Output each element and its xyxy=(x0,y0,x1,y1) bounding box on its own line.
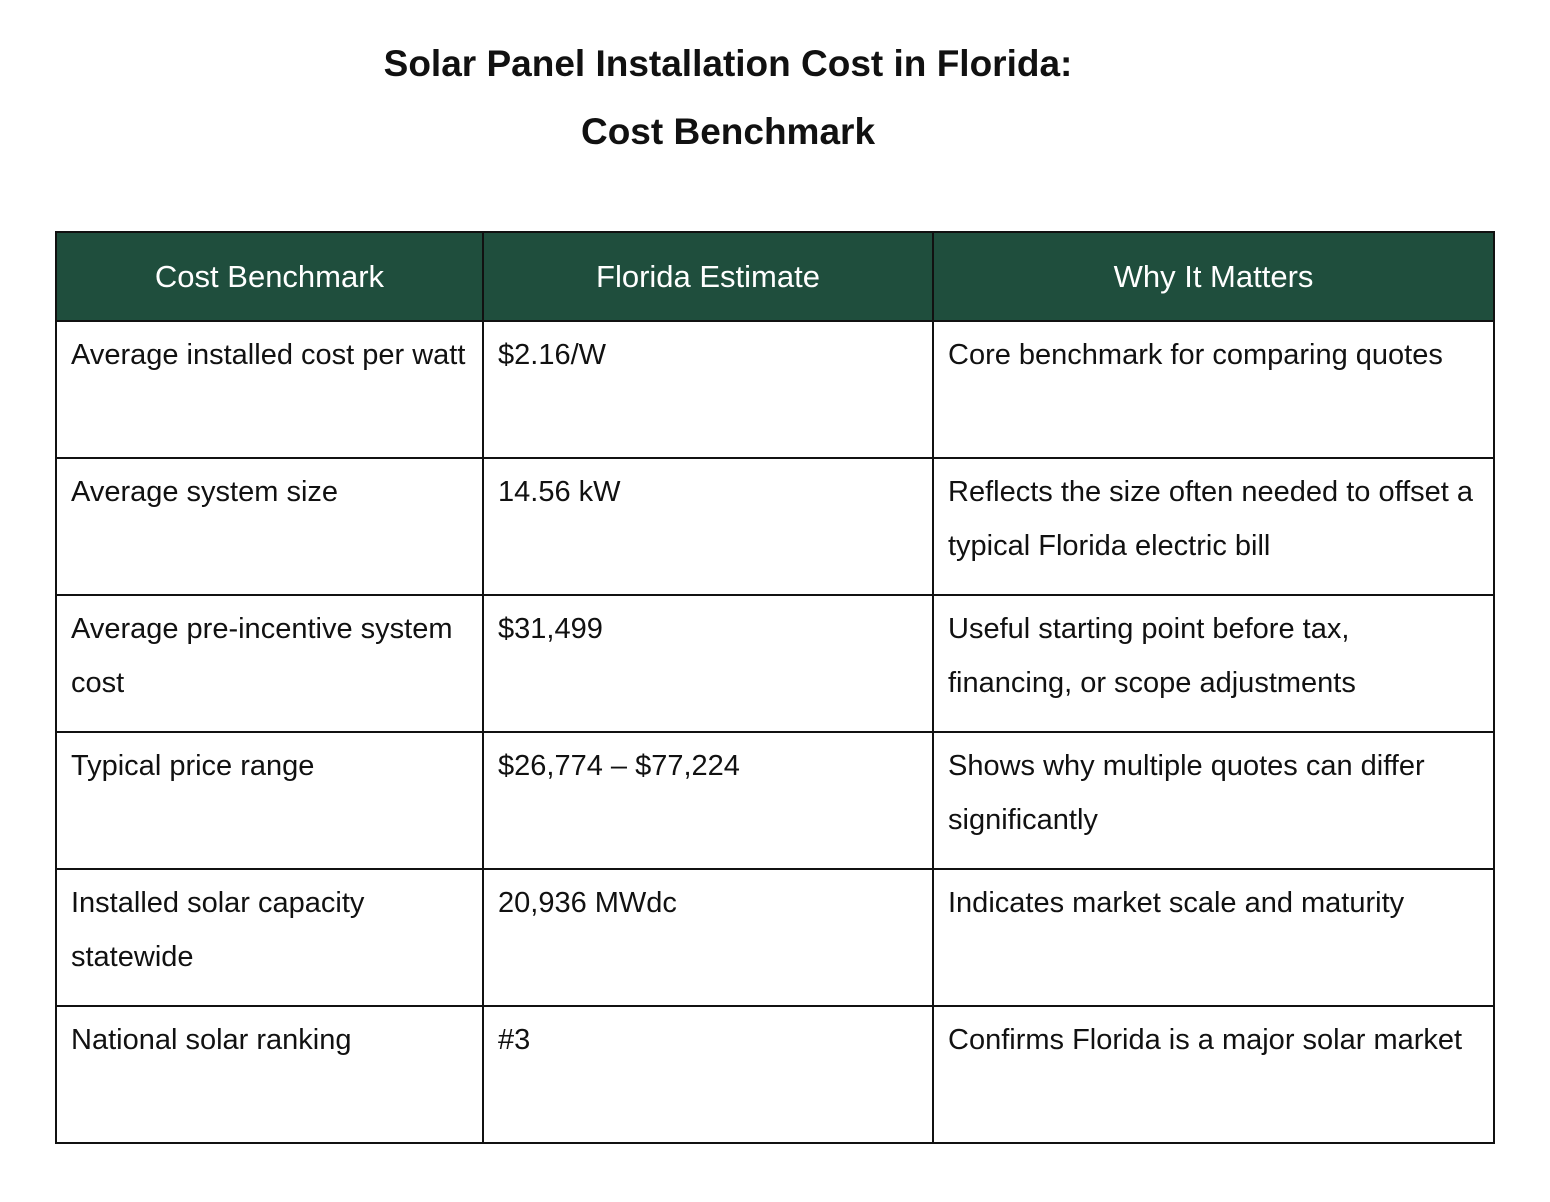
header-why-it-matters: Why It Matters xyxy=(932,231,1495,322)
why-cell: Indicates market scale and maturity xyxy=(932,868,1495,1007)
table-row: Average pre-incentive system cost $31,49… xyxy=(55,594,1495,733)
estimate-cell: $26,774 – $77,224 xyxy=(482,731,934,870)
estimate-cell: 20,936 MWdc xyxy=(482,868,934,1007)
benchmark-cell: Typical price range xyxy=(55,731,484,870)
estimate-cell: #3 xyxy=(482,1005,934,1144)
table-header-row: Cost Benchmark Florida Estimate Why It M… xyxy=(55,231,1495,322)
estimate-cell: $2.16/W xyxy=(482,320,934,459)
table-row: Typical price range $26,774 – $77,224 Sh… xyxy=(55,731,1495,870)
table-row: National solar ranking #3 Confirms Flori… xyxy=(55,1005,1495,1144)
title-line-1: Solar Panel Installation Cost in Florida… xyxy=(383,43,1073,84)
header-cost-benchmark: Cost Benchmark xyxy=(55,231,484,322)
why-cell: Confirms Florida is a major solar market xyxy=(932,1005,1495,1144)
table-row: Average system size 14.56 kW Reflects th… xyxy=(55,457,1495,596)
why-cell: Core benchmark for comparing quotes xyxy=(932,320,1495,459)
page-title: Solar Panel Installation Cost in Florida… xyxy=(0,30,1456,166)
benchmark-cell: Average pre-incentive system cost xyxy=(55,594,484,733)
title-line-2: Cost Benchmark xyxy=(580,111,876,152)
benchmark-cell: National solar ranking xyxy=(55,1005,484,1144)
table-row: Installed solar capacity statewide 20,93… xyxy=(55,868,1495,1007)
estimate-cell: 14.56 kW xyxy=(482,457,934,596)
header-florida-estimate: Florida Estimate xyxy=(482,231,934,322)
cost-benchmark-table: Cost Benchmark Florida Estimate Why It M… xyxy=(55,231,1495,1144)
benchmark-cell: Average system size xyxy=(55,457,484,596)
why-cell: Useful starting point before tax, financ… xyxy=(932,594,1495,733)
table-row: Average installed cost per watt $2.16/W … xyxy=(55,320,1495,459)
benchmark-cell: Average installed cost per watt xyxy=(55,320,484,459)
estimate-cell: $31,499 xyxy=(482,594,934,733)
why-cell: Reflects the size often needed to offset… xyxy=(932,457,1495,596)
benchmark-cell: Installed solar capacity statewide xyxy=(55,868,484,1007)
why-cell: Shows why multiple quotes can differ sig… xyxy=(932,731,1495,870)
